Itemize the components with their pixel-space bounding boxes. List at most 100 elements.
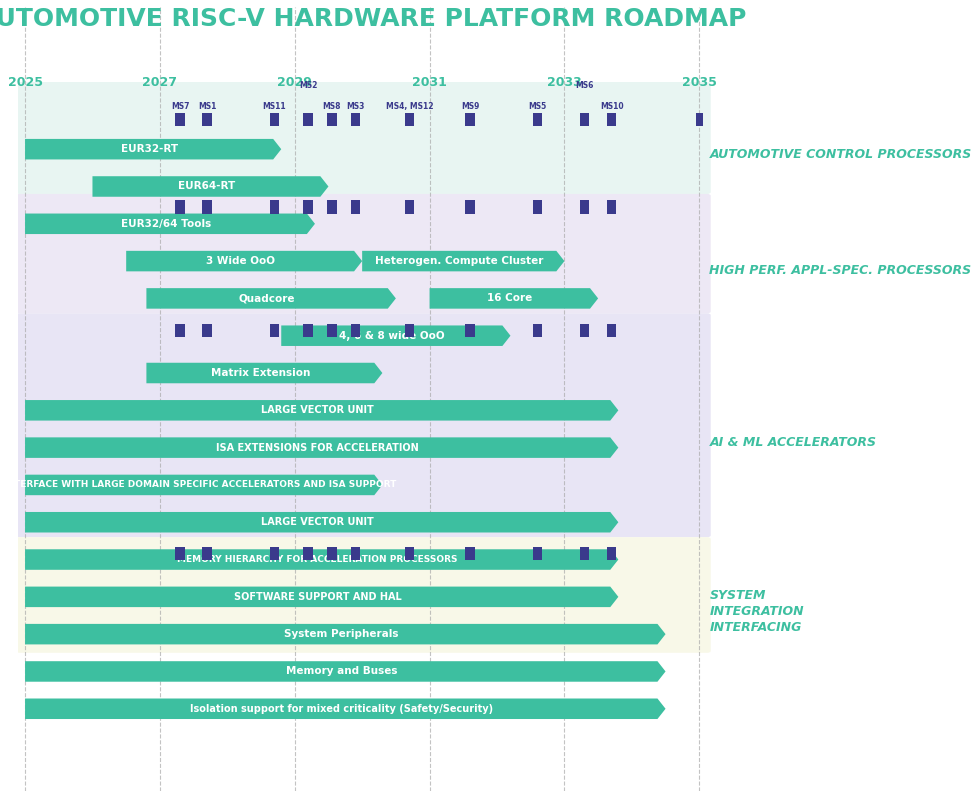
Text: INTERFACE WITH LARGE DOMAIN SPECIFIC ACCELERATORS AND ISA SUPPORT: INTERFACE WITH LARGE DOMAIN SPECIFIC ACC… (3, 480, 397, 490)
Bar (580, 200, 589, 214)
Text: MS4, MS12: MS4, MS12 (385, 102, 433, 111)
Bar (176, 324, 185, 336)
Polygon shape (362, 251, 565, 271)
Text: SYSTEM
INTEGRATION
INTERFACING: SYSTEM INTEGRATION INTERFACING (710, 589, 804, 634)
Bar (405, 200, 414, 214)
Text: Isolation support for mixed criticality (Safety/Security): Isolation support for mixed criticality … (190, 704, 492, 714)
Text: 2029: 2029 (277, 76, 312, 88)
Bar (405, 113, 414, 126)
Bar (270, 548, 279, 560)
Text: 2033: 2033 (547, 76, 582, 88)
Bar (303, 113, 313, 126)
Text: MEMORY HIERARCHY FOR ACCELERATION PROCESSORS: MEMORY HIERARCHY FOR ACCELERATION PROCES… (177, 555, 458, 564)
Bar (606, 548, 616, 560)
Text: Quadcore: Quadcore (239, 293, 295, 304)
Bar (532, 113, 542, 126)
Bar (203, 324, 212, 336)
Bar (270, 113, 279, 126)
Text: MS6: MS6 (575, 81, 594, 91)
Polygon shape (25, 699, 666, 719)
Bar (203, 200, 212, 214)
Polygon shape (25, 214, 315, 234)
Text: 2035: 2035 (682, 76, 717, 88)
Polygon shape (25, 139, 281, 160)
Text: 16 Core: 16 Core (488, 293, 532, 304)
Bar (405, 324, 414, 336)
Text: AUTOMOTIVE CONTROL PROCESSORS: AUTOMOTIVE CONTROL PROCESSORS (710, 149, 972, 161)
Text: 2025: 2025 (8, 76, 43, 88)
Polygon shape (93, 176, 329, 196)
Bar (203, 548, 212, 560)
Bar (351, 548, 360, 560)
Polygon shape (25, 624, 666, 645)
Bar (176, 548, 185, 560)
FancyBboxPatch shape (17, 537, 711, 653)
Bar (606, 113, 616, 126)
Bar (303, 324, 313, 336)
Bar (327, 113, 336, 126)
Bar (606, 200, 616, 214)
Text: ISA EXTENSIONS FOR ACCELERATION: ISA EXTENSIONS FOR ACCELERATION (216, 443, 419, 452)
Text: System Peripherals: System Peripherals (284, 629, 399, 639)
Text: SOFTWARE SUPPORT AND HAL: SOFTWARE SUPPORT AND HAL (234, 591, 402, 602)
Bar (465, 548, 475, 560)
Bar (176, 113, 185, 126)
Text: MS3: MS3 (346, 102, 365, 111)
Polygon shape (25, 587, 618, 607)
Polygon shape (146, 288, 396, 308)
Text: 3 Wide OoO: 3 Wide OoO (206, 256, 275, 266)
Bar (351, 200, 360, 214)
Bar (606, 324, 616, 336)
Text: MS11: MS11 (262, 102, 287, 111)
Text: MS9: MS9 (461, 102, 480, 111)
Bar (203, 113, 212, 126)
Polygon shape (25, 475, 382, 495)
Polygon shape (25, 661, 666, 682)
Text: MS7: MS7 (171, 102, 189, 111)
Text: AUTOMOTIVE RISC-V HARDWARE PLATFORM ROADMAP: AUTOMOTIVE RISC-V HARDWARE PLATFORM ROAD… (0, 6, 747, 31)
Text: Heterogen. Compute Cluster: Heterogen. Compute Cluster (375, 256, 543, 266)
FancyBboxPatch shape (17, 313, 711, 537)
Text: MS2: MS2 (299, 81, 318, 91)
Text: 2031: 2031 (412, 76, 447, 88)
Text: EUR64-RT: EUR64-RT (177, 181, 235, 192)
Text: Memory and Buses: Memory and Buses (286, 666, 397, 677)
Text: LARGE VECTOR UNIT: LARGE VECTOR UNIT (261, 405, 374, 415)
Polygon shape (281, 325, 511, 346)
Bar (465, 200, 475, 214)
Bar (696, 113, 703, 126)
Bar (580, 548, 589, 560)
Text: MS10: MS10 (600, 102, 623, 111)
Bar (532, 200, 542, 214)
Bar (465, 324, 475, 336)
Polygon shape (25, 549, 618, 570)
Text: MS8: MS8 (323, 102, 341, 111)
Bar (580, 324, 589, 336)
Text: MS5: MS5 (528, 102, 547, 111)
Bar (532, 548, 542, 560)
Bar (327, 324, 336, 336)
Bar (176, 200, 185, 214)
Polygon shape (25, 437, 618, 458)
Bar (465, 113, 475, 126)
Text: MS1: MS1 (198, 102, 216, 111)
FancyBboxPatch shape (17, 194, 711, 313)
Text: 2027: 2027 (142, 76, 177, 88)
Text: EUR32/64 Tools: EUR32/64 Tools (121, 219, 211, 229)
Bar (303, 200, 313, 214)
Bar (532, 324, 542, 336)
Bar (270, 324, 279, 336)
Bar (327, 200, 336, 214)
Polygon shape (25, 400, 618, 421)
Text: HIGH PERF. APPL-SPEC. PROCESSORS: HIGH PERF. APPL-SPEC. PROCESSORS (710, 264, 971, 277)
Bar (351, 324, 360, 336)
Text: Matrix Extension: Matrix Extension (211, 368, 310, 378)
Polygon shape (430, 288, 598, 308)
Text: AI & ML ACCELERATORS: AI & ML ACCELERATORS (710, 436, 877, 448)
Bar (303, 548, 313, 560)
Bar (580, 113, 589, 126)
Polygon shape (126, 251, 362, 271)
Polygon shape (25, 512, 618, 533)
Text: LARGE VECTOR UNIT: LARGE VECTOR UNIT (261, 518, 374, 527)
FancyBboxPatch shape (17, 82, 711, 194)
